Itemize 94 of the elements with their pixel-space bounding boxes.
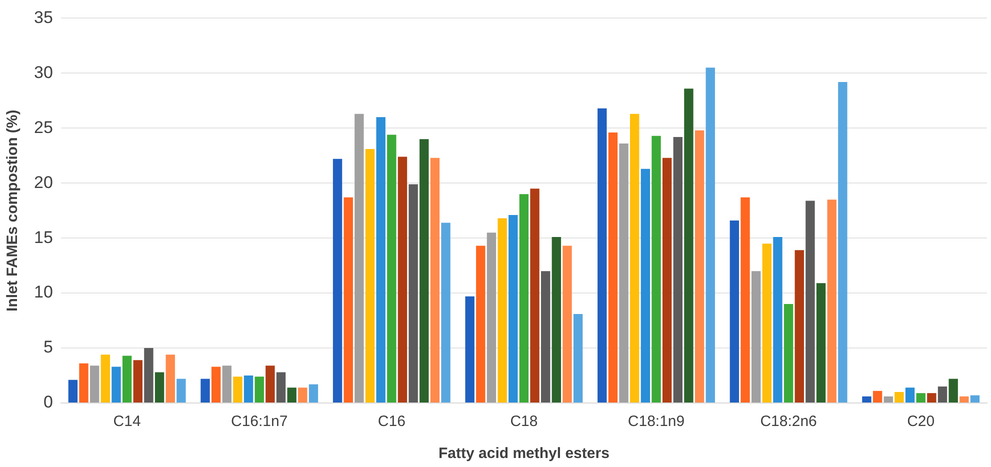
bar	[344, 197, 353, 402]
bar	[630, 114, 640, 402]
bar	[662, 158, 672, 402]
bar	[794, 250, 804, 402]
bar	[872, 390, 882, 402]
bar	[806, 200, 815, 402]
bar	[652, 136, 661, 402]
bar	[508, 215, 518, 402]
bar	[122, 356, 132, 402]
x-tick-label: C20	[907, 413, 935, 430]
bar	[598, 108, 607, 402]
bar	[154, 372, 164, 402]
bar	[740, 197, 750, 402]
bar	[144, 348, 154, 402]
bar	[562, 246, 572, 402]
bar	[838, 82, 848, 402]
y-tick-label: 35	[34, 8, 53, 27]
bar	[354, 114, 364, 402]
bar	[916, 393, 926, 402]
bar	[608, 132, 618, 402]
y-tick-label: 5	[43, 338, 53, 357]
bar	[244, 376, 254, 402]
bar	[530, 188, 540, 402]
bar	[684, 88, 694, 402]
bar	[100, 354, 110, 402]
bar	[387, 134, 396, 402]
bar	[254, 376, 264, 402]
bar	[276, 372, 286, 402]
bar	[376, 117, 386, 402]
bar	[441, 222, 450, 402]
bar	[233, 376, 242, 402]
bar	[112, 366, 121, 402]
bar	[552, 236, 562, 402]
bar	[816, 283, 826, 402]
bar	[938, 386, 948, 402]
bar	[365, 149, 375, 402]
bar	[619, 144, 628, 402]
bar	[430, 158, 440, 402]
bar	[751, 271, 761, 402]
x-axis-title: Fatty acid methyl esters	[438, 445, 610, 462]
bar	[176, 378, 186, 402]
x-tick-label: C18	[510, 413, 538, 430]
bar	[420, 139, 429, 402]
bar	[266, 366, 275, 402]
bar	[222, 366, 232, 402]
y-axis-title: Inlet FAMEs compostion (%)	[4, 110, 22, 312]
bar	[298, 388, 308, 402]
bar	[970, 395, 980, 402]
bar	[408, 184, 418, 402]
bar	[133, 360, 142, 402]
x-tick-label: C18:2n6	[760, 413, 817, 430]
y-tick-label: 25	[34, 118, 53, 137]
bar	[465, 296, 474, 402]
bar	[498, 218, 507, 402]
bar	[211, 366, 221, 402]
y-tick-label: 10	[34, 282, 53, 302]
bar	[894, 392, 904, 402]
bar	[79, 363, 88, 402]
bar	[287, 388, 296, 402]
bar	[948, 378, 958, 402]
bar	[308, 384, 318, 402]
bar	[960, 396, 969, 402]
bar	[476, 246, 486, 402]
bar	[68, 380, 78, 402]
bar	[827, 200, 836, 402]
x-tick-label: C16	[378, 413, 406, 430]
bar	[706, 68, 715, 402]
bar	[573, 314, 583, 402]
bar	[640, 168, 650, 402]
bar	[673, 136, 683, 402]
bar	[905, 388, 915, 402]
bar	[332, 158, 342, 402]
y-tick-label: 0	[43, 392, 53, 412]
x-tick-label: C18:1n9	[628, 413, 685, 430]
bar	[541, 271, 550, 402]
bar	[200, 378, 210, 402]
bar	[862, 396, 872, 402]
x-tick-label: C16:1n7	[231, 413, 288, 430]
bar	[90, 366, 100, 402]
bar	[927, 393, 936, 402]
y-tick-label: 20	[34, 172, 53, 192]
bar	[486, 232, 496, 402]
bar	[884, 396, 893, 402]
bar	[730, 220, 740, 402]
bar	[784, 304, 794, 402]
bar	[762, 244, 772, 402]
bar	[398, 156, 408, 402]
bar	[773, 236, 782, 402]
bar	[694, 130, 704, 402]
y-tick-label: 15	[34, 228, 53, 247]
bar	[519, 194, 529, 402]
bar	[166, 354, 175, 402]
y-tick-label: 30	[34, 62, 53, 82]
x-tick-label: C14	[113, 413, 141, 430]
